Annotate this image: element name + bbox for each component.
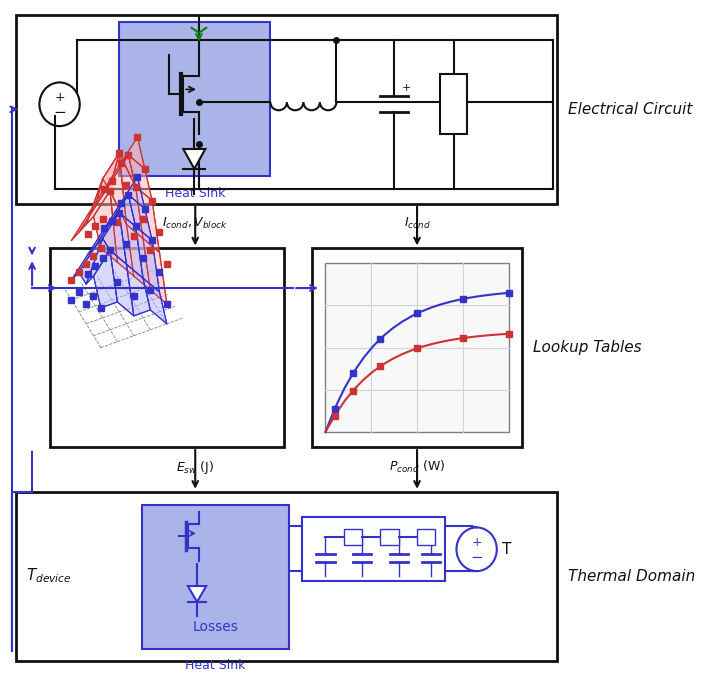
Text: $E_{sw}$ (J): $E_{sw}$ (J)	[176, 459, 215, 476]
Text: +: +	[55, 91, 65, 104]
Polygon shape	[128, 155, 152, 201]
Polygon shape	[93, 250, 118, 308]
FancyBboxPatch shape	[16, 15, 557, 204]
Text: $I_{cond}$: $I_{cond}$	[404, 216, 430, 231]
Text: Losses: Losses	[193, 620, 239, 634]
Polygon shape	[93, 191, 118, 262]
Text: Lookup Tables: Lookup Tables	[533, 340, 642, 355]
Polygon shape	[103, 153, 127, 224]
Text: $P_{cond}$ (W): $P_{cond}$ (W)	[389, 459, 445, 475]
Text: +: +	[472, 536, 482, 549]
Polygon shape	[121, 137, 145, 169]
Polygon shape	[88, 181, 112, 214]
FancyBboxPatch shape	[142, 505, 289, 648]
FancyBboxPatch shape	[440, 75, 467, 134]
Polygon shape	[110, 250, 134, 316]
Text: $T_{device}$: $T_{device}$	[25, 567, 72, 586]
Text: −: −	[470, 550, 483, 565]
Polygon shape	[143, 239, 167, 304]
Polygon shape	[183, 149, 205, 169]
Text: Thermal Domain: Thermal Domain	[569, 569, 695, 584]
Polygon shape	[88, 220, 112, 254]
Polygon shape	[72, 246, 96, 280]
FancyBboxPatch shape	[119, 22, 270, 176]
FancyBboxPatch shape	[326, 264, 509, 432]
Polygon shape	[105, 195, 128, 228]
Polygon shape	[112, 153, 136, 187]
Polygon shape	[119, 212, 143, 278]
Polygon shape	[127, 224, 150, 290]
Polygon shape	[143, 278, 167, 324]
Polygon shape	[119, 153, 143, 239]
Polygon shape	[86, 239, 110, 284]
Text: −: −	[53, 104, 66, 120]
Text: $I_{cond}, V_{block}$: $I_{cond}, V_{block}$	[162, 216, 228, 231]
Text: Electrical Circuit: Electrical Circuit	[569, 102, 692, 117]
Polygon shape	[136, 187, 159, 252]
FancyBboxPatch shape	[343, 529, 362, 545]
FancyBboxPatch shape	[312, 248, 523, 447]
Text: Heat Sink: Heat Sink	[185, 658, 246, 671]
Polygon shape	[127, 264, 150, 316]
Polygon shape	[79, 179, 103, 233]
Polygon shape	[96, 153, 119, 207]
Polygon shape	[72, 207, 96, 241]
FancyBboxPatch shape	[380, 529, 399, 545]
Polygon shape	[112, 195, 136, 226]
Text: T: T	[502, 542, 512, 557]
FancyBboxPatch shape	[302, 516, 445, 581]
Polygon shape	[121, 177, 145, 208]
Polygon shape	[96, 212, 119, 246]
Polygon shape	[128, 195, 152, 241]
Circle shape	[40, 82, 80, 126]
FancyBboxPatch shape	[16, 491, 557, 661]
Polygon shape	[110, 191, 134, 276]
Polygon shape	[188, 586, 206, 602]
FancyBboxPatch shape	[50, 248, 284, 447]
Circle shape	[457, 528, 497, 571]
Polygon shape	[136, 226, 159, 292]
Polygon shape	[79, 239, 103, 284]
Text: +: +	[401, 84, 411, 94]
FancyBboxPatch shape	[417, 529, 435, 545]
Text: Heat Sink: Heat Sink	[164, 187, 225, 200]
Polygon shape	[103, 212, 127, 264]
Polygon shape	[105, 155, 128, 189]
Polygon shape	[86, 179, 110, 224]
